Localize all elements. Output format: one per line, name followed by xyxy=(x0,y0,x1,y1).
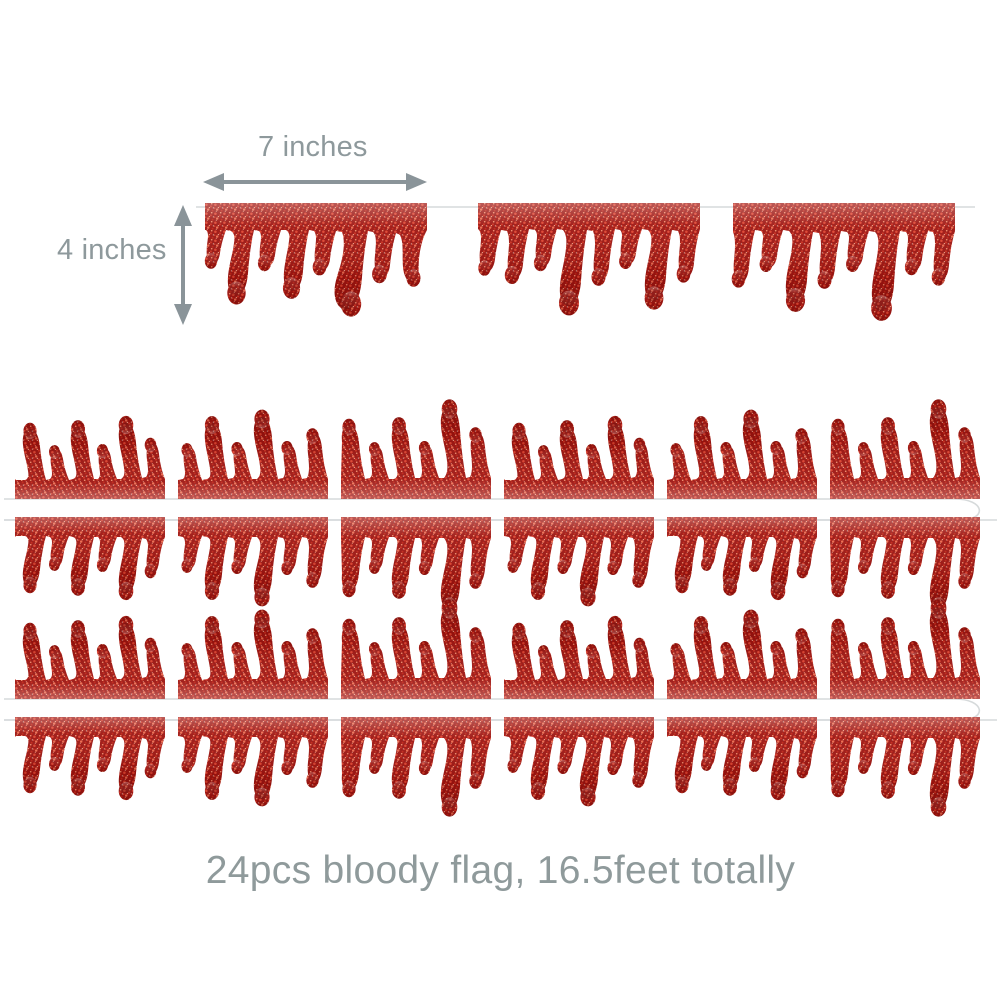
width-arrow-head-left xyxy=(203,173,224,191)
height-dimension-label: 4 inches xyxy=(57,234,167,266)
product-caption: 24pcs bloody flag, 16.5feet totally xyxy=(205,849,796,892)
height-arrow-head-top xyxy=(174,205,192,226)
height-arrow-head-bottom xyxy=(174,304,192,325)
width-dimension-label: 7 inches xyxy=(258,131,368,163)
width-arrow-head-right xyxy=(406,173,427,191)
